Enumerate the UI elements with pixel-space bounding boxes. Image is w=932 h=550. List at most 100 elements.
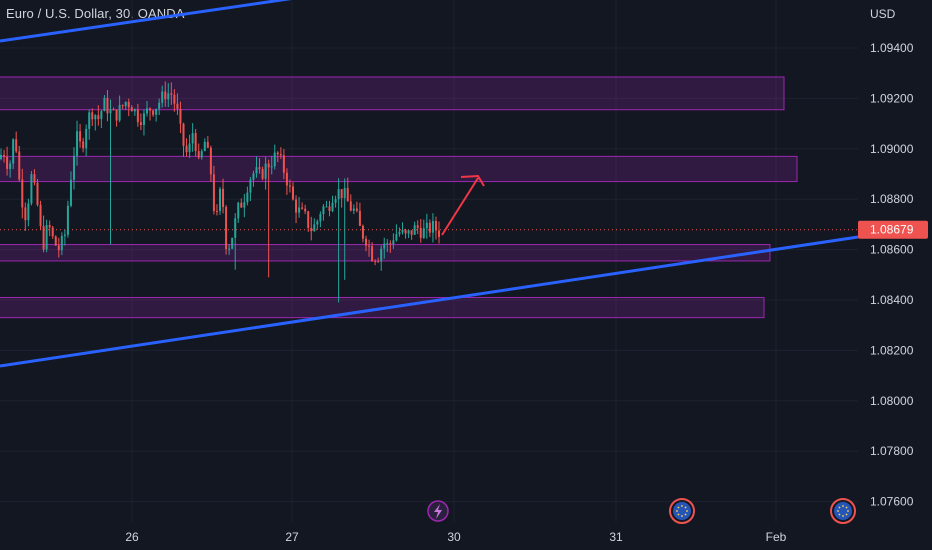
candle-body	[27, 203, 30, 221]
candle-body	[3, 154, 6, 157]
candle-body	[310, 227, 313, 232]
candle-body	[365, 238, 367, 246]
candle-body	[91, 112, 94, 120]
eu-star	[684, 506, 687, 509]
candle-body	[358, 210, 361, 226]
candle-body	[307, 211, 310, 228]
candle-body	[328, 206, 331, 211]
candle-body	[21, 179, 24, 208]
candle-body	[380, 248, 383, 262]
candle-body	[261, 169, 264, 179]
candle-body	[152, 110, 155, 115]
candle-body	[352, 208, 355, 211]
candle-body	[422, 228, 425, 238]
lightning-icon	[434, 504, 442, 519]
eu-star	[681, 515, 683, 517]
candle-body	[349, 201, 352, 211]
current-price-tag	[858, 220, 928, 239]
eu-star	[847, 510, 849, 512]
candle-body	[82, 141, 85, 149]
candle-body	[57, 245, 60, 251]
candle-body	[270, 166, 273, 168]
candle-body	[361, 225, 364, 239]
event-markers[interactable]	[427, 498, 856, 524]
candle-body	[24, 207, 27, 221]
candle-body	[60, 236, 63, 251]
candle-body	[325, 206, 328, 208]
candle-body	[264, 163, 267, 179]
candle-body	[295, 199, 298, 213]
candle-body	[398, 232, 401, 235]
candle-body	[386, 243, 389, 245]
candle-body	[42, 226, 45, 250]
current-price-label: 1.08679	[870, 223, 914, 237]
candle-body	[389, 243, 392, 245]
candle-body	[182, 123, 185, 146]
candle-body	[127, 101, 130, 108]
candle-body	[88, 112, 91, 129]
candle-body	[225, 206, 228, 250]
time-tick-label: 26	[125, 530, 139, 544]
candle-body	[9, 163, 12, 169]
candle-body	[222, 188, 225, 207]
eu-star	[838, 513, 841, 516]
candle-body	[212, 174, 215, 211]
candle-body	[188, 143, 191, 153]
candle-body	[33, 174, 36, 183]
candle-body	[200, 151, 203, 158]
price-tick-label: 1.08400	[870, 293, 914, 307]
support-resistance-zones[interactable]	[0, 76, 798, 319]
candlestick-series	[0, 81, 440, 303]
candle-body	[142, 113, 145, 126]
candle-body	[340, 189, 343, 199]
candle-body	[292, 186, 294, 200]
eu-flag-icon	[673, 502, 691, 520]
candle-body	[401, 230, 404, 233]
eu-star	[684, 513, 687, 516]
candle-body	[313, 224, 316, 232]
candle-body	[48, 225, 51, 228]
candle-body	[18, 151, 21, 180]
eu-star	[845, 513, 848, 516]
candle-body	[54, 236, 57, 246]
zone-rect	[0, 155, 798, 183]
time-axis[interactable]: 26 27 30 31 Feb	[125, 530, 786, 544]
zone-rect	[0, 76, 785, 111]
candle-body	[109, 109, 112, 114]
candle-body	[0, 154, 2, 159]
forecast-arrow[interactable]	[441, 174, 485, 236]
arrow-shaft	[441, 177, 479, 236]
candle-body	[97, 115, 100, 120]
symbol-title[interactable]: Euro / U.S. Dollar, 30, OANDA	[6, 6, 185, 21]
eu-star	[677, 513, 680, 516]
eu-star	[845, 506, 848, 509]
candle-body	[124, 101, 127, 107]
price-tick-label: 1.09400	[870, 41, 914, 55]
candle-body	[298, 207, 301, 213]
candle-body	[15, 139, 18, 152]
price-axis[interactable]: USD 1.09400 1.09200 1.09000 1.08800 1.08600 1.…	[858, 7, 928, 509]
candle-body	[267, 163, 270, 168]
candle-body	[215, 210, 218, 212]
trendline-support	[0, 235, 859, 368]
candle-body	[121, 105, 124, 107]
candle-body	[395, 234, 398, 241]
candle-body	[115, 109, 118, 121]
eu-star	[681, 505, 683, 507]
price-tick-label: 1.08000	[870, 394, 914, 408]
candle-body	[76, 131, 79, 156]
candle-body	[377, 261, 380, 263]
trendlines[interactable]	[0, 0, 859, 368]
time-tick-label: 31	[609, 530, 623, 544]
candle-body	[176, 103, 179, 109]
candle-body	[167, 93, 170, 100]
candle-body	[66, 205, 69, 235]
price-tick-label: 1.09200	[870, 91, 914, 105]
candle-body	[158, 102, 161, 109]
price-tick-label: 1.07800	[870, 444, 914, 458]
candle-body	[425, 222, 428, 229]
candle-body	[179, 108, 182, 124]
price-tick-label: 1.07600	[870, 495, 914, 509]
candle-body	[252, 173, 255, 180]
